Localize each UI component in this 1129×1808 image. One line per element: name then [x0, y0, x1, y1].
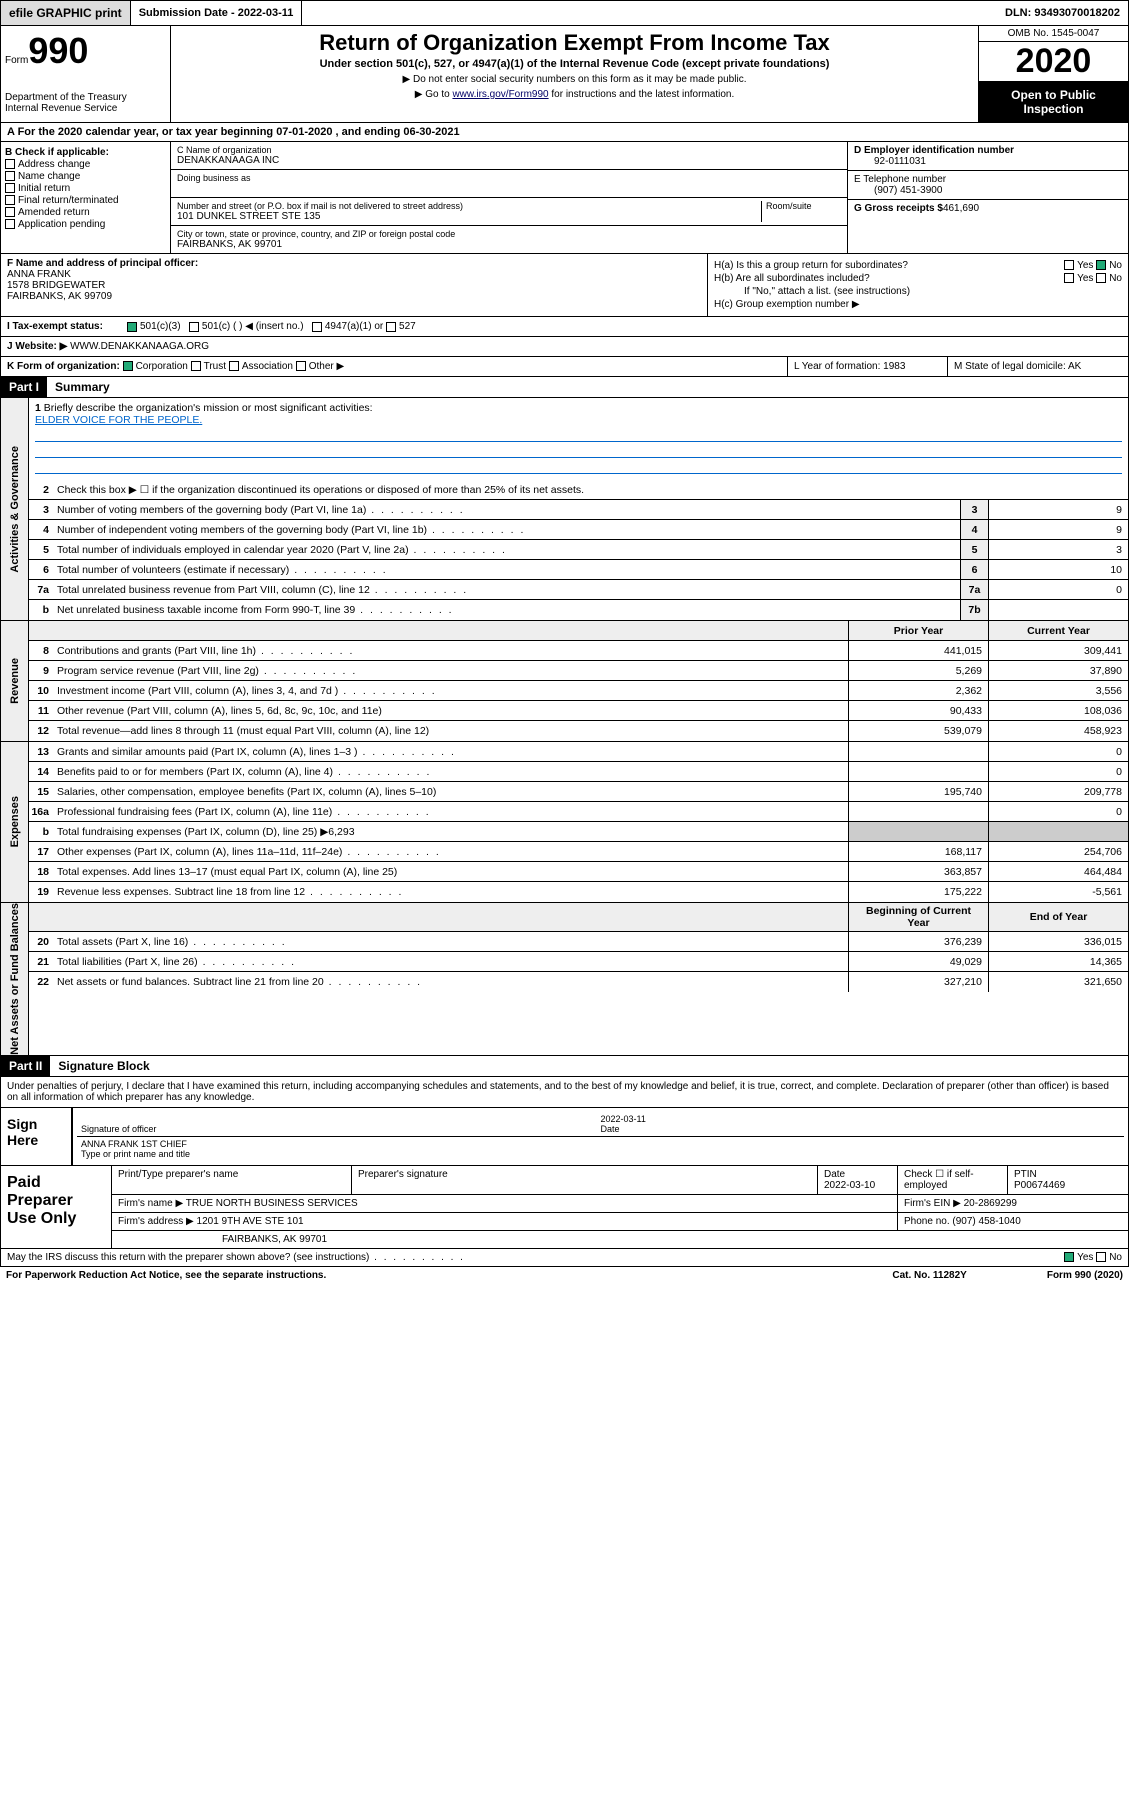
k-org-row: K Form of organization: Corporation Trus… — [0, 357, 1129, 377]
org-name: DENAKKANAAGA INC — [177, 155, 841, 166]
val-7b — [988, 600, 1128, 620]
instruction-2: ▶ Go to www.irs.gov/Form990 for instruct… — [181, 89, 968, 100]
chk-501c[interactable] — [189, 322, 199, 332]
section-expenses: Expenses 13Grants and similar amounts pa… — [0, 742, 1129, 903]
chk-527[interactable] — [386, 322, 396, 332]
chk-trust[interactable] — [191, 361, 201, 371]
org-address: 101 DUNKEL STREET STE 135 — [177, 211, 761, 222]
val-3: 9 — [988, 500, 1128, 519]
val-7a: 0 — [988, 580, 1128, 599]
ein: 92-0111031 — [854, 156, 1122, 167]
page-footer: For Paperwork Reduction Act Notice, see … — [0, 1267, 1129, 1284]
tax-year: 2020 — [979, 42, 1128, 82]
chk-discuss-yes[interactable] — [1064, 1252, 1074, 1262]
chk-4947[interactable] — [312, 322, 322, 332]
chk-name-change[interactable] — [5, 171, 15, 181]
gross-receipts: 461,690 — [943, 203, 979, 214]
chk-assoc[interactable] — [229, 361, 239, 371]
efile-button[interactable]: efile GRAPHIC print — [1, 1, 131, 25]
section-net-assets: Net Assets or Fund Balances Beginning of… — [0, 903, 1129, 1056]
officer-group-info: F Name and address of principal officer:… — [0, 254, 1129, 317]
paid-preparer-block: Paid Preparer Use Only Print/Type prepar… — [0, 1166, 1129, 1249]
val-4: 9 — [988, 520, 1128, 539]
firm-name: TRUE NORTH BUSINESS SERVICES — [186, 1198, 358, 1209]
chk-discuss-no[interactable] — [1096, 1252, 1106, 1262]
submission-date: Submission Date - 2022-03-11 — [131, 1, 303, 25]
vtab-revenue: Revenue — [9, 658, 21, 704]
ptin: P00674469 — [1014, 1180, 1122, 1191]
state-domicile: M State of legal domicile: AK — [948, 357, 1128, 376]
officer-addr1: 1578 BRIDGEWATER — [7, 280, 701, 291]
section-revenue: Revenue Prior YearCurrent Year 8Contribu… — [0, 621, 1129, 742]
section-governance: Activities & Governance 1 Briefly descri… — [0, 398, 1129, 621]
irs-link[interactable]: www.irs.gov/Form990 — [452, 89, 548, 100]
declaration-text: Under penalties of perjury, I declare th… — [0, 1077, 1129, 1108]
chk-final-return[interactable] — [5, 195, 15, 205]
open-public-badge: Open to Public Inspection — [979, 82, 1128, 122]
firm-addr2: FAIRBANKS, AK 99701 — [112, 1231, 1128, 1248]
chk-ha-yes[interactable] — [1064, 260, 1074, 270]
chk-app-pending[interactable] — [5, 219, 15, 229]
officer-name: ANNA FRANK — [7, 269, 701, 280]
vtab-net: Net Assets or Fund Balances — [9, 903, 21, 1055]
val-5: 3 — [988, 540, 1128, 559]
val-6: 10 — [988, 560, 1128, 579]
year-formation: L Year of formation: 1983 — [788, 357, 948, 376]
vtab-governance: Activities & Governance — [9, 446, 21, 573]
col-b-checkboxes: B Check if applicable: Address change Na… — [1, 142, 171, 253]
top-bar: efile GRAPHIC print Submission Date - 20… — [0, 0, 1129, 26]
form-header: Form990 Department of the Treasury Inter… — [0, 26, 1129, 123]
dept-treasury: Department of the Treasury — [5, 92, 166, 103]
period-row: A For the 2020 calendar year, or tax yea… — [0, 123, 1129, 142]
main-info: B Check if applicable: Address change Na… — [0, 142, 1129, 254]
website-row: J Website: ▶ WWW.DENAKKANAAGA.ORG — [0, 337, 1129, 357]
chk-amended[interactable] — [5, 207, 15, 217]
discuss-row: May the IRS discuss this return with the… — [0, 1249, 1129, 1267]
part2-header: Part II Signature Block — [0, 1056, 1129, 1077]
col-c-org-info: C Name of organizationDENAKKANAAGA INC D… — [171, 142, 848, 253]
instruction-1: ▶ Do not enter social security numbers o… — [181, 74, 968, 85]
chk-address-change[interactable] — [5, 159, 15, 169]
website: WWW.DENAKKANAAGA.ORG — [70, 341, 209, 352]
part1-header: Part I Summary — [0, 377, 1129, 398]
sign-here-block: Sign Here Signature of officer2022-03-11… — [0, 1108, 1129, 1166]
tax-exempt-row: I Tax-exempt status: 501(c)(3) 501(c) ( … — [0, 317, 1129, 337]
form-number: 990 — [28, 30, 88, 71]
form-subtitle: Under section 501(c), 527, or 4947(a)(1)… — [181, 58, 968, 70]
dln: DLN: 93493070018202 — [997, 1, 1128, 25]
firm-addr1: 1201 9TH AVE STE 101 — [197, 1216, 304, 1227]
chk-other[interactable] — [296, 361, 306, 371]
form-prefix: Form — [5, 55, 28, 66]
chk-hb-yes[interactable] — [1064, 273, 1074, 283]
firm-ein: 20-2869299 — [964, 1198, 1017, 1209]
mission-text: ELDER VOICE FOR THE PEOPLE. — [35, 414, 202, 426]
officer-signature-name: ANNA FRANK 1ST CHIEF — [81, 1139, 1120, 1149]
firm-phone: (907) 458-1040 — [952, 1216, 1020, 1227]
chk-ha-no[interactable] — [1096, 260, 1106, 270]
telephone: (907) 451-3900 — [854, 185, 1122, 196]
chk-corp[interactable] — [123, 361, 133, 371]
chk-initial-return[interactable] — [5, 183, 15, 193]
org-city: FAIRBANKS, AK 99701 — [177, 239, 841, 250]
officer-addr2: FAIRBANKS, AK 99709 — [7, 291, 701, 302]
dept-irs: Internal Revenue Service — [5, 103, 166, 114]
chk-501c3[interactable] — [127, 322, 137, 332]
form-title: Return of Organization Exempt From Incom… — [181, 30, 968, 56]
chk-hb-no[interactable] — [1096, 273, 1106, 283]
omb-number: OMB No. 1545-0047 — [979, 26, 1128, 42]
col-d-identifiers: D Employer identification number92-01110… — [848, 142, 1128, 253]
vtab-expenses: Expenses — [9, 796, 21, 847]
